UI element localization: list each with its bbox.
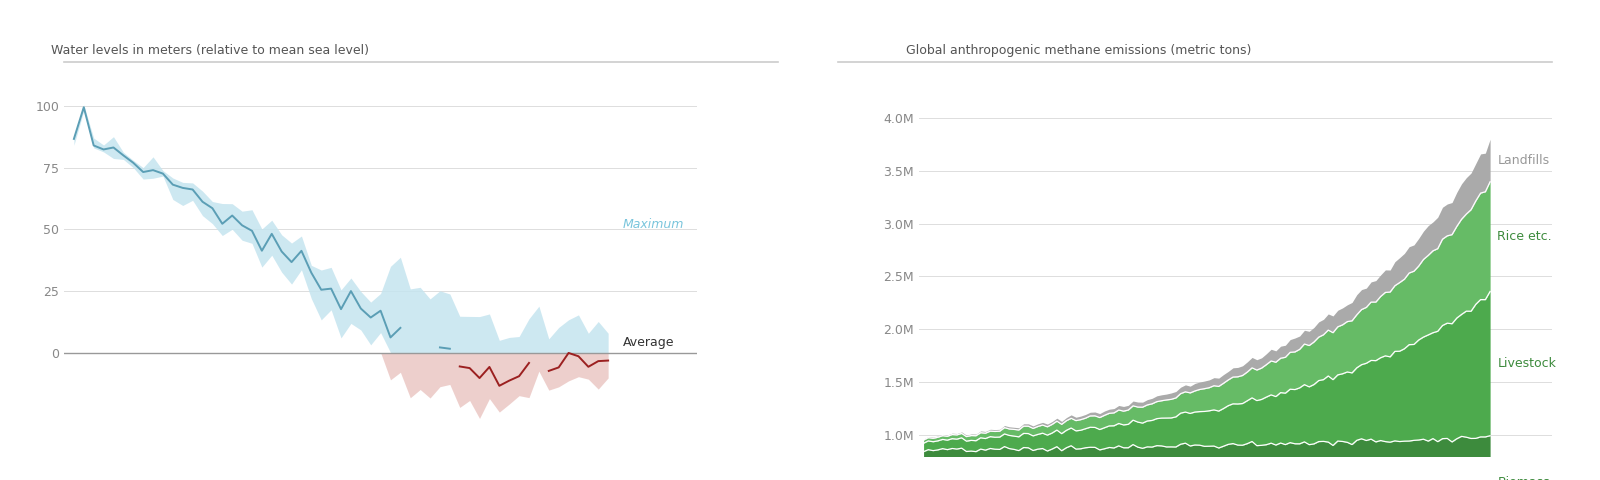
Text: Maximum: Maximum	[622, 218, 685, 231]
Text: Rice etc.: Rice etc.	[1498, 230, 1552, 243]
Text: Landfills: Landfills	[1498, 154, 1549, 167]
Text: Water levels in meters (relative to mean sea level): Water levels in meters (relative to mean…	[51, 44, 370, 57]
Text: Biomass: Biomass	[1498, 476, 1550, 480]
Text: Average: Average	[622, 336, 675, 349]
Text: Global anthropogenic methane emissions (metric tons): Global anthropogenic methane emissions (…	[906, 44, 1251, 57]
Text: Livestock: Livestock	[1498, 357, 1557, 370]
